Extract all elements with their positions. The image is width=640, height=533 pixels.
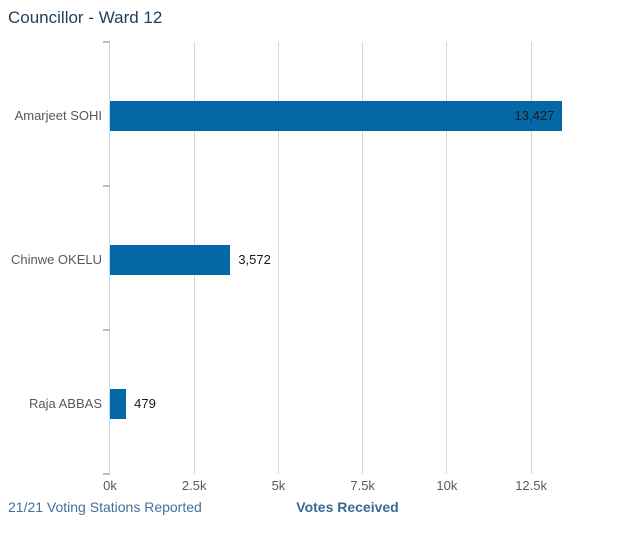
bar-value-label: 479: [134, 396, 156, 411]
stations-reported-text: 21/21 Voting Stations Reported: [8, 499, 202, 515]
gridline: [446, 42, 448, 474]
bar: [110, 101, 563, 131]
gridline: [277, 42, 279, 474]
x-tick-label: 5k: [271, 478, 286, 493]
chart-title: Councillor - Ward 12: [8, 8, 163, 27]
bar-value-label: 13,427: [514, 108, 555, 123]
bar: [110, 389, 127, 419]
y-axis-tick: [102, 41, 110, 43]
y-axis-tick: [102, 473, 110, 475]
y-axis-tick: [102, 329, 110, 331]
category-label: Amarjeet SOHI: [14, 108, 102, 123]
x-tick-label: 0k: [103, 478, 117, 493]
bar-value-label: 3,572: [238, 252, 271, 267]
category-label: Chinwe OKELU: [10, 252, 102, 267]
x-tick-label: 2.5k: [181, 478, 207, 493]
category-label: Raja ABBAS: [29, 396, 102, 411]
x-tick-label: 7.5k: [350, 478, 375, 493]
x-tick-label: 12.5k: [515, 478, 547, 493]
gridline: [530, 42, 532, 474]
y-axis-tick: [102, 185, 110, 187]
y-axis-line: [103, 42, 110, 474]
gridline: [362, 42, 364, 474]
bar: [110, 245, 231, 275]
x-tick-label: 10k: [436, 478, 458, 493]
x-axis-title: Votes Received: [296, 499, 399, 515]
